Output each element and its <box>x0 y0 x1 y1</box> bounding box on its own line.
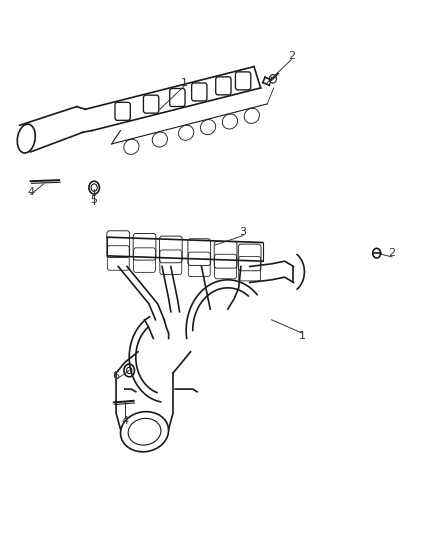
Text: 4: 4 <box>121 416 128 426</box>
Text: 2: 2 <box>288 51 295 61</box>
Text: 1: 1 <box>180 78 187 87</box>
Text: 3: 3 <box>240 227 247 237</box>
Text: 4: 4 <box>27 187 34 197</box>
Text: 5: 5 <box>91 195 98 205</box>
Text: 1: 1 <box>299 331 306 341</box>
Text: 6: 6 <box>113 371 120 381</box>
Text: 2: 2 <box>389 248 396 258</box>
